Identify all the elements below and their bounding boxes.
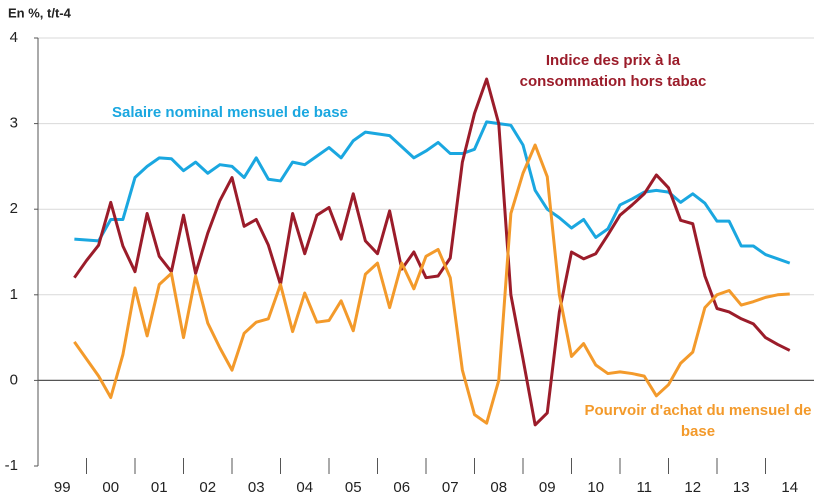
x-tick-label: 08 xyxy=(490,479,507,496)
y-tick-label: 1 xyxy=(10,286,18,303)
series-label: Pourvoir d'achat du mensuel de base xyxy=(584,402,812,440)
y-tick-label: 0 xyxy=(10,371,18,388)
x-tick-label: 03 xyxy=(248,479,265,496)
x-tick-label: 00 xyxy=(102,479,119,496)
series-label: Salaire nominal mensuel de base xyxy=(112,104,348,121)
x-tick-label: 11 xyxy=(636,479,652,496)
x-tick-label: 10 xyxy=(587,479,604,496)
x-tick-label: 99 xyxy=(54,479,71,496)
x-tick-label: 12 xyxy=(684,479,701,496)
y-tick-label: 2 xyxy=(10,200,18,217)
x-tick-label: 14 xyxy=(781,479,798,496)
y-tick-label: 3 xyxy=(10,115,18,132)
y-tick-label: 4 xyxy=(10,29,18,46)
x-tick-label: 13 xyxy=(733,479,750,496)
x-tick-label: 06 xyxy=(393,479,410,496)
x-tick-label: 05 xyxy=(345,479,362,496)
x-tick-label: 04 xyxy=(296,479,313,496)
x-tick-label: 01 xyxy=(151,479,168,496)
x-tick-label: 07 xyxy=(442,479,459,496)
series-line xyxy=(74,120,791,265)
x-tick-label: 09 xyxy=(539,479,556,496)
series-line xyxy=(73,143,790,425)
series-label: Indice des prix à la consommation hors t… xyxy=(519,52,707,90)
x-tick-label: 02 xyxy=(199,479,216,496)
series-line xyxy=(73,77,791,427)
y-tick-label: -1 xyxy=(5,457,18,474)
chart-title: En %, t/t-4 xyxy=(8,5,72,20)
